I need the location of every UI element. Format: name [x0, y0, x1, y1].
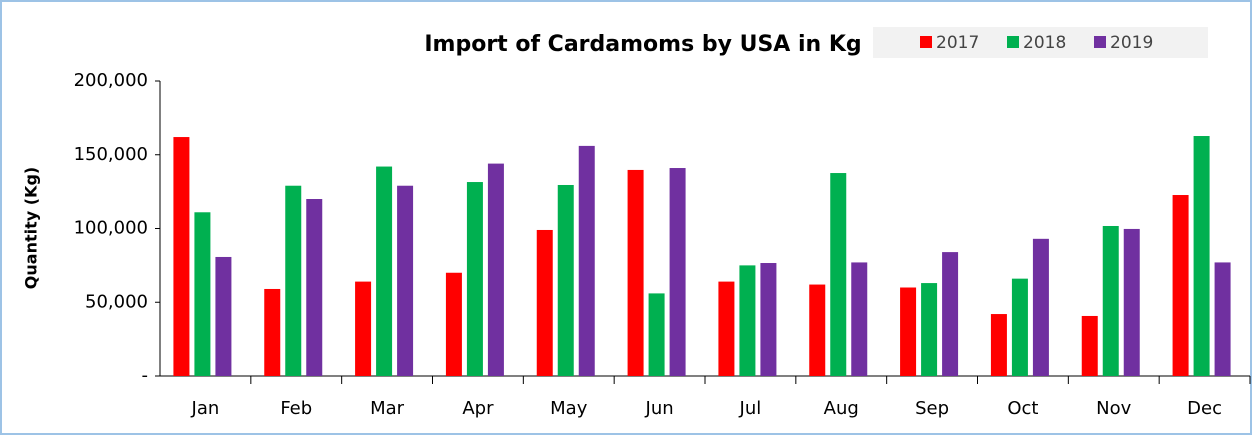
- legend-swatch: [1007, 36, 1019, 48]
- bar: [1032, 238, 1049, 376]
- bar: [669, 168, 686, 376]
- bar: [830, 173, 847, 376]
- x-tick-label: Feb: [280, 398, 312, 419]
- x-tick-label: Jan: [191, 398, 220, 419]
- bar: [578, 145, 595, 376]
- bar: [306, 199, 323, 376]
- bar: [1123, 228, 1140, 376]
- bar: [376, 166, 393, 376]
- legend-label: 2018: [1023, 33, 1066, 53]
- bar: [990, 314, 1007, 376]
- bar: [466, 182, 483, 376]
- bar: [851, 262, 868, 376]
- y-tick-label: -: [142, 365, 149, 386]
- legend-swatch: [1094, 36, 1106, 48]
- x-tick-label: Jul: [739, 398, 762, 419]
- bar: [627, 169, 644, 376]
- bar: [536, 229, 553, 376]
- bar: [1193, 136, 1210, 376]
- bar: [487, 163, 504, 376]
- bar: [718, 281, 735, 376]
- bar: [397, 185, 414, 376]
- bar: [1102, 225, 1119, 376]
- bar: [648, 293, 665, 376]
- bar: [1081, 315, 1098, 376]
- bar: [215, 256, 232, 376]
- bar: [264, 288, 281, 376]
- bar: [285, 185, 302, 376]
- y-tick-label: 200,000: [74, 70, 148, 91]
- chart-title: Import of Cardamoms by USA in Kg: [424, 32, 861, 57]
- bar: [173, 137, 190, 376]
- x-tick-label: Sep: [915, 398, 949, 419]
- bar: [557, 184, 574, 376]
- legend-label: 2019: [1110, 33, 1153, 53]
- y-tick-label: 50,000: [85, 291, 148, 312]
- x-tick-label: Jun: [645, 398, 674, 419]
- bar: [921, 283, 938, 376]
- bar: [194, 212, 211, 376]
- bar: [739, 265, 756, 376]
- bar: [809, 284, 826, 376]
- bar: [900, 287, 917, 376]
- legend-swatch: [920, 36, 932, 48]
- bar: [760, 263, 777, 376]
- bar: [1011, 278, 1028, 376]
- bar: [355, 281, 372, 376]
- y-tick-label: 100,000: [74, 218, 148, 239]
- bar: [1214, 262, 1231, 376]
- bar: [1172, 195, 1189, 376]
- bar: [942, 252, 959, 376]
- legend-label: 2017: [936, 33, 979, 53]
- x-tick-label: Aug: [824, 398, 859, 419]
- x-tick-label: Dec: [1187, 398, 1222, 419]
- x-tick-label: Mar: [370, 398, 405, 419]
- x-tick-label: Nov: [1096, 398, 1131, 419]
- bar: [445, 272, 462, 376]
- y-axis-title: Quantity (Kg): [22, 167, 41, 289]
- x-tick-label: May: [550, 398, 588, 419]
- y-tick-label: 150,000: [74, 144, 148, 165]
- x-tick-label: Oct: [1007, 398, 1038, 419]
- x-tick-label: Apr: [462, 398, 494, 419]
